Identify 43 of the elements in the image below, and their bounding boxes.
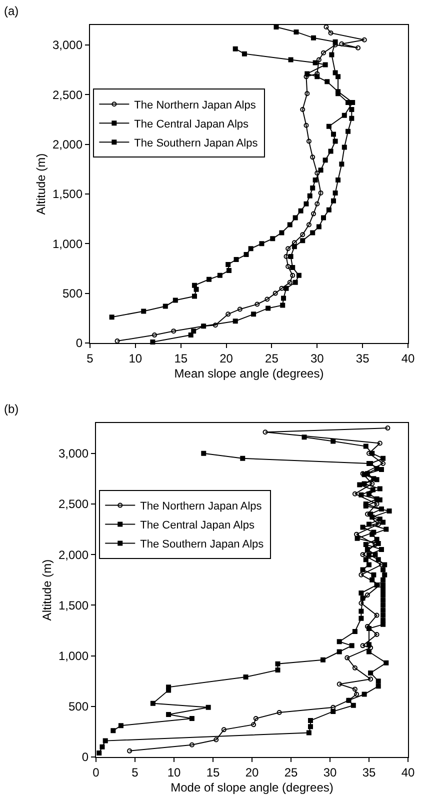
y-tick-label: 3,000 (52, 38, 83, 52)
y-tick-label: 0 (76, 336, 83, 350)
y-tick-label: 2,000 (52, 137, 83, 152)
x-tick-label: 0 (92, 766, 100, 780)
x-tick-label: 15 (174, 352, 188, 366)
chart-title: (a) (4, 4, 19, 18)
x-tick-label: 15 (206, 766, 220, 780)
y-axis-title: Altitude (m) (34, 153, 48, 215)
x-tick-label: 20 (220, 352, 234, 366)
legend-label: The Northern Japan Alps (140, 500, 262, 513)
x-axis-title: Mode of slope angle (degrees) (170, 780, 334, 794)
legend-label: The Southern Japan Alps (140, 538, 264, 551)
x-tick-label: 25 (284, 766, 298, 780)
legend-label: The Central Japan Alps (134, 118, 250, 130)
x-tick-label: 10 (128, 352, 142, 366)
x-axis-title: Mean slope angle (degrees) (174, 366, 324, 380)
legend-label: The Central Japan Alps (140, 520, 255, 532)
y-tick-label: 1,500 (52, 187, 83, 202)
y-tick-label: 1,000 (52, 236, 83, 251)
x-tick-label: 40 (401, 766, 415, 780)
legend-label: The Southern Japan Alps (134, 137, 258, 150)
y-axis-title: Altitude (m) (40, 559, 54, 621)
y-tick-label: 0 (82, 750, 89, 764)
x-tick-label: 5 (132, 766, 139, 780)
y-tick-label: 2,500 (52, 88, 83, 102)
x-tick-label: 5 (86, 352, 94, 366)
x-tick-label: 20 (245, 766, 259, 780)
y-tick-label: 2,000 (58, 548, 89, 562)
x-tick-label: 35 (362, 766, 376, 780)
x-tick-label: 40 (401, 352, 415, 366)
x-tick-label: 25 (265, 352, 279, 366)
x-tick-label: 35 (356, 352, 370, 366)
chart-title: (b) (4, 402, 19, 416)
y-tick-label: 500 (62, 286, 83, 301)
x-tick-label: 10 (167, 766, 181, 780)
legend-label: The Northern Japan Alps (134, 99, 256, 112)
y-tick-label: 1,500 (58, 598, 89, 612)
y-tick-label: 3,000 (58, 446, 89, 461)
x-tick-label: 30 (323, 766, 337, 780)
y-tick-label: 500 (68, 700, 89, 714)
y-tick-label: 2,500 (58, 497, 89, 512)
y-tick-label: 1,000 (58, 648, 89, 663)
x-tick-label: 30 (310, 352, 324, 366)
